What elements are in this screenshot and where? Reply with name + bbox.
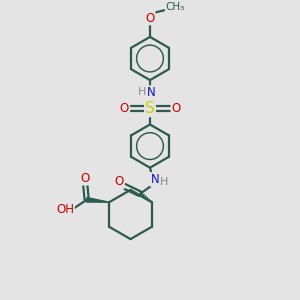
Text: N: N <box>150 173 159 186</box>
Text: S: S <box>145 101 155 116</box>
Text: N: N <box>147 86 156 99</box>
Text: O: O <box>172 102 181 115</box>
Text: O: O <box>81 172 90 185</box>
Text: O: O <box>115 175 124 188</box>
Text: H: H <box>160 177 168 188</box>
Polygon shape <box>86 198 109 202</box>
Text: O: O <box>146 11 154 25</box>
Text: H: H <box>138 87 146 97</box>
Text: OH: OH <box>56 203 74 216</box>
Text: O: O <box>119 102 128 115</box>
Text: CH₃: CH₃ <box>166 2 185 13</box>
